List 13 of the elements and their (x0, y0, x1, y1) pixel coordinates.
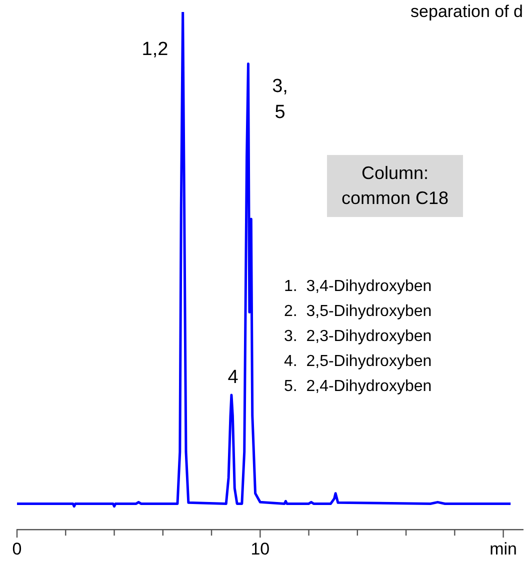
annotation: 3. 2,3-Dihydroxyben (284, 327, 432, 347)
annotation: 4. 2,5-Dihydroxyben (284, 352, 432, 372)
annotation: Column: common C18 (340, 162, 450, 210)
annotation: 5. 2,4-Dihydroxyben (284, 377, 432, 397)
annotation: 4 (226, 366, 240, 390)
annotation: 1,2 (140, 38, 170, 62)
x-tick-label: 10 (250, 539, 270, 558)
annotation: 3, 5 (271, 75, 289, 125)
x-tick-label: 0 (12, 539, 22, 558)
x-tick-label: min (490, 539, 518, 558)
annotation: 1. 3,4-Dihydroxyben (284, 277, 432, 297)
annotation: 2. 3,5-Dihydroxyben (284, 302, 432, 322)
chart-title: separation of d (410, 2, 523, 22)
